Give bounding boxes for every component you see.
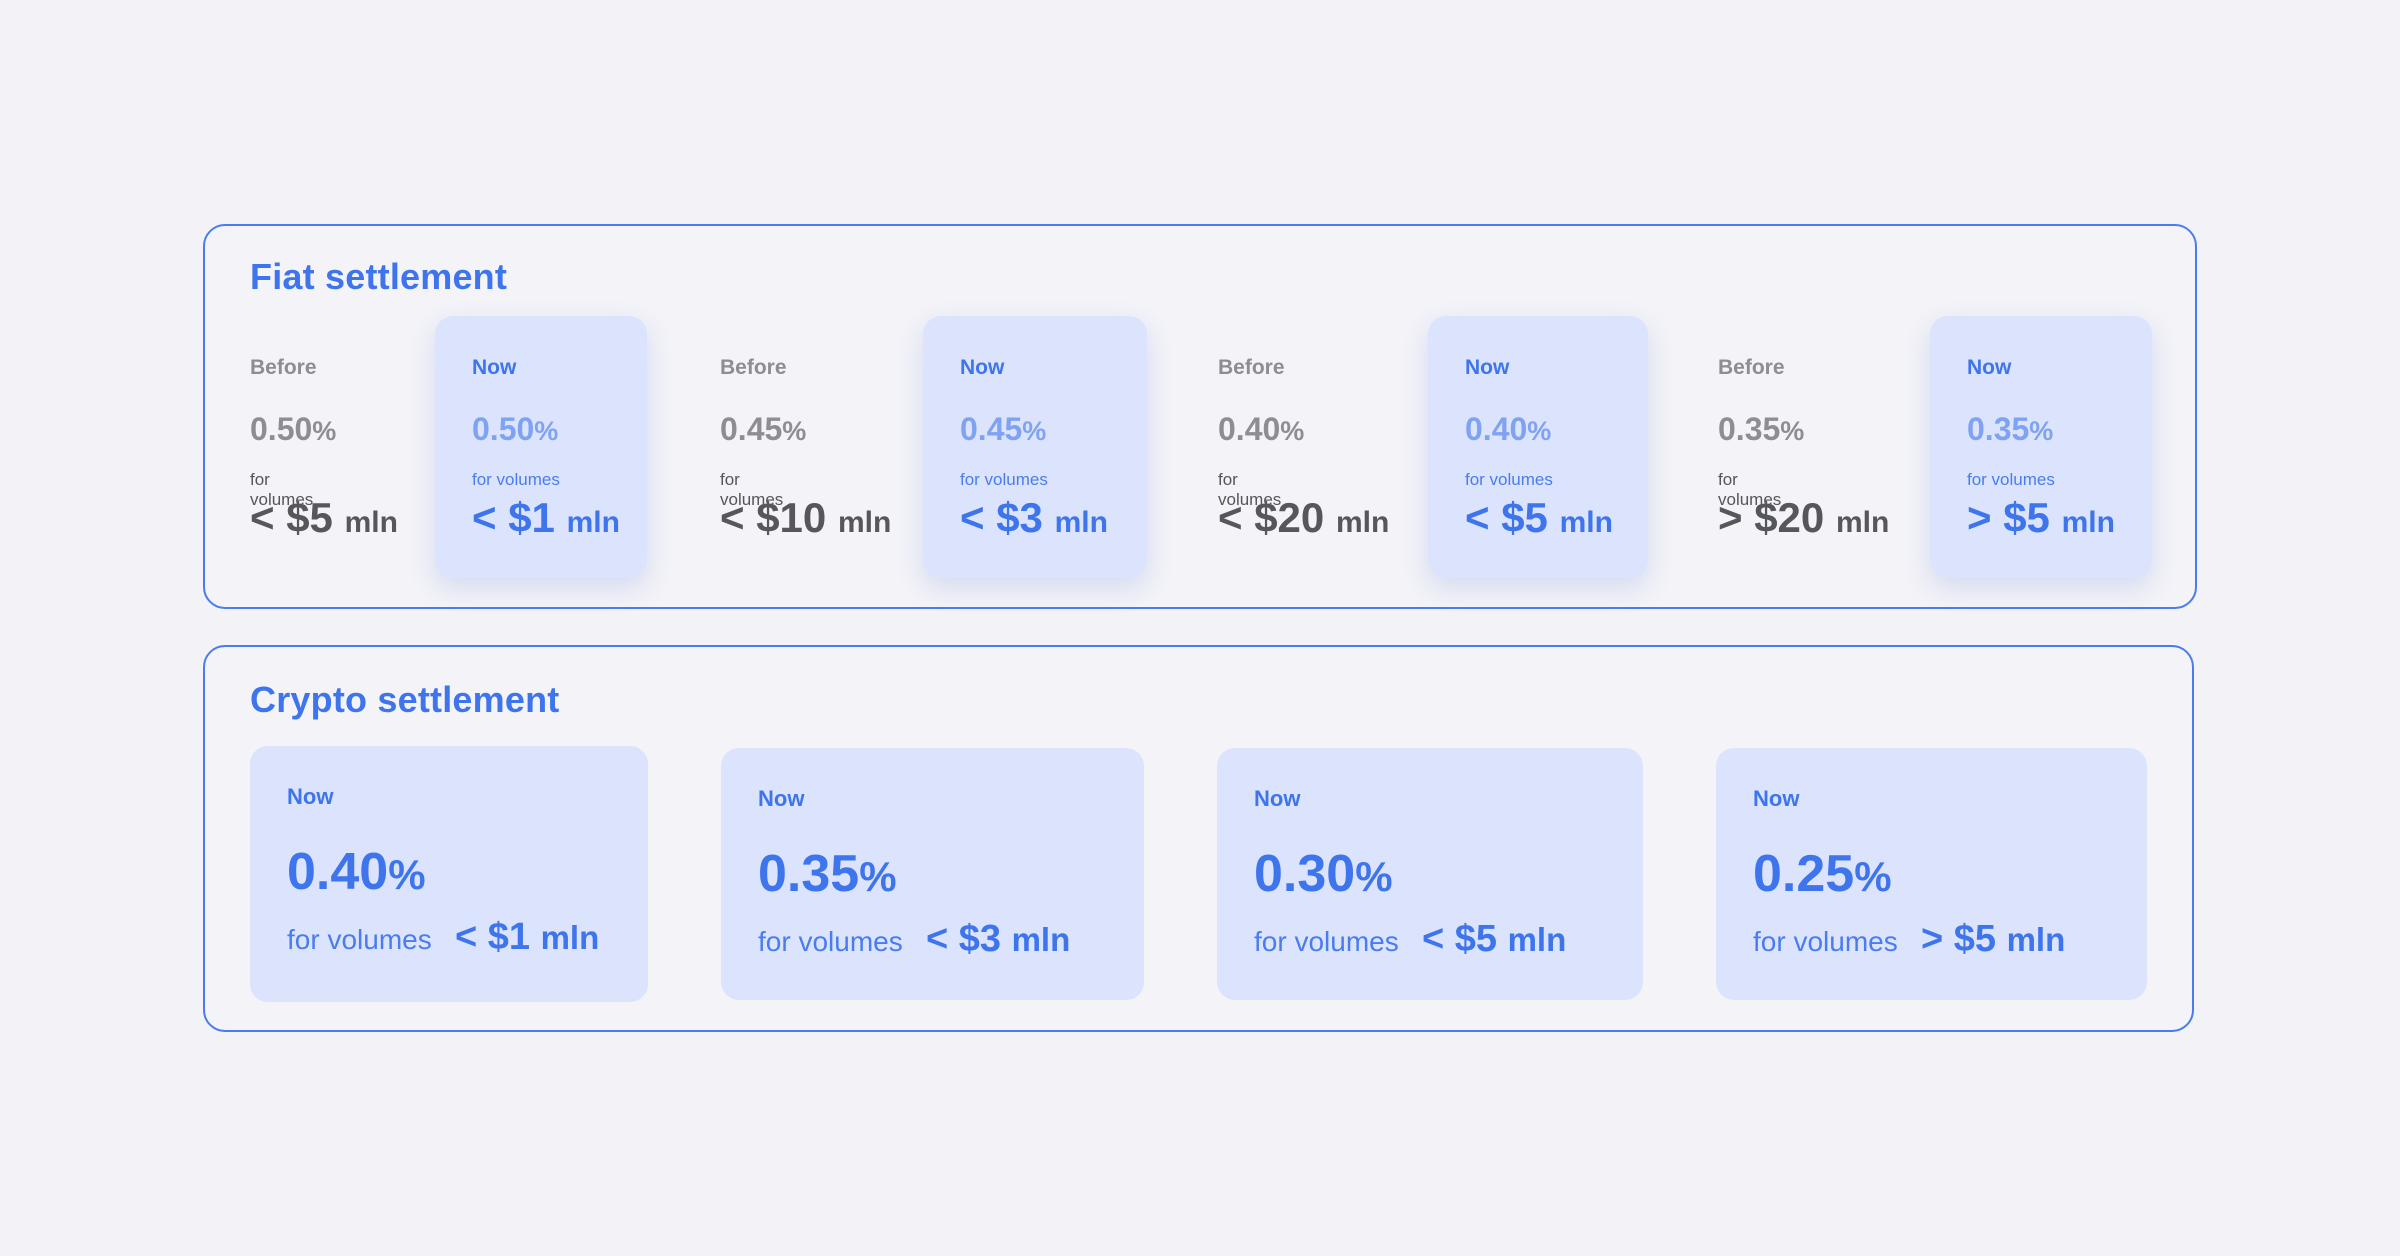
crypto-settlement-panel: Crypto settlement Now 0.40% for volumes … [203,645,2194,1032]
fiat-now-card-3: Now 0.40% for volumes < $5 mln [1428,316,1648,578]
now-volume-label: for volumes [1967,470,2055,489]
now-rate: 0.35% [1967,411,2054,447]
before-rate: 0.40% [1218,411,1305,447]
crypto-volume-threshold: < $3 mln [926,918,1071,960]
now-label: Now [1967,356,2012,379]
before-label: Before [720,356,787,379]
now-volume-threshold: > $5 mln [1967,494,2115,541]
crypto-volume-threshold: < $1 mln [455,916,600,958]
before-volume-label: for volumes [1718,470,1782,509]
now-label: Now [1465,356,1510,379]
now-label: Now [1254,786,1301,811]
crypto-settlement-title: Crypto settlement [250,679,560,720]
now-rate: 0.40% [1465,411,1552,447]
now-label: Now [960,356,1005,379]
now-volume-threshold: < $1 mln [472,494,620,541]
crypto-volume-label: for volumes [1254,926,1399,957]
now-volume-threshold: < $3 mln [960,494,1108,541]
crypto-volume-label: for volumes [287,924,432,955]
now-volume-label: for volumes [1465,470,1553,489]
now-volume-label: for volumes [960,470,1048,489]
now-rate: 0.45% [960,411,1047,447]
crypto-card-2: Now 0.35% for volumes < $3 mln [721,748,1144,1000]
before-volume-threshold: < $5 mln [250,494,398,541]
crypto-rate: 0.30% [1254,845,1393,903]
crypto-volume-threshold: > $5 mln [1921,918,2066,960]
crypto-card-3: Now 0.30% for volumes < $5 mln [1217,748,1643,1000]
before-label: Before [1218,356,1285,379]
before-volume-label: for volumes [1218,470,1282,509]
before-volume-label: for volumes [720,470,784,509]
crypto-volume-label: for volumes [758,926,903,957]
crypto-volume-label: for volumes [1753,926,1898,957]
now-label: Now [1753,786,1800,811]
before-label: Before [250,356,317,379]
fiat-now-card-2: Now 0.45% for volumes < $3 mln [923,316,1147,578]
before-volume-threshold: < $20 mln [1218,494,1390,541]
now-rate: 0.50% [472,411,559,447]
before-label: Before [1718,356,1785,379]
crypto-rate: 0.25% [1753,845,1892,903]
fiat-settlement-panel: Fiat settlement Before 0.50% for volumes… [203,224,2197,609]
now-label: Now [472,356,517,379]
crypto-card-1: Now 0.40% for volumes < $1 mln [250,746,648,1002]
now-volume-threshold: < $5 mln [1465,494,1613,541]
now-label: Now [758,786,805,811]
fiat-now-card-4: Now 0.35% for volumes > $5 mln [1930,316,2152,578]
before-rate: 0.45% [720,411,807,447]
before-volume-label: for volumes [250,470,314,509]
crypto-card-4: Now 0.25% for volumes > $5 mln [1716,748,2147,1000]
crypto-rate: 0.35% [758,845,897,903]
fiat-settlement-title: Fiat settlement [250,256,508,297]
fiat-now-card-1: Now 0.50% for volumes < $1 mln [435,316,647,578]
now-volume-label: for volumes [472,470,560,489]
before-rate: 0.50% [250,411,337,447]
before-volume-threshold: < $10 mln [720,494,892,541]
now-label: Now [287,784,334,809]
crypto-volume-threshold: < $5 mln [1422,918,1567,960]
before-volume-threshold: > $20 mln [1718,494,1890,541]
crypto-rate: 0.40% [287,843,426,901]
before-rate: 0.35% [1718,411,1805,447]
